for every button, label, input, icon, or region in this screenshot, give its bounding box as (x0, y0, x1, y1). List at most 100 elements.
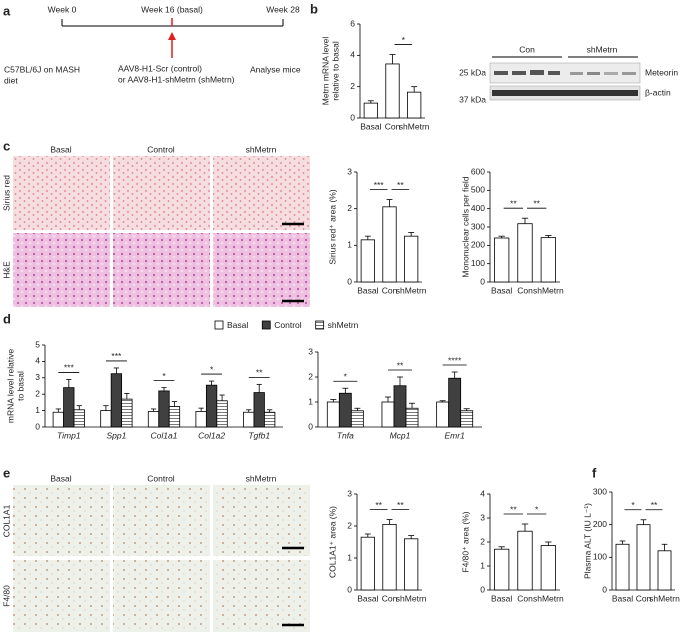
y-tick-label: 200 (471, 240, 485, 250)
y-tick-label: 500 (471, 185, 485, 195)
bar (110, 373, 123, 428)
bar (404, 538, 419, 591)
y-tick-label: 2 (35, 388, 40, 398)
bar (158, 390, 170, 428)
significance-label: * (535, 504, 539, 514)
bar (407, 91, 422, 119)
bar (448, 377, 462, 428)
y-tick-label: 100 (471, 258, 485, 268)
x-tick-label: Tgfb1 (248, 430, 270, 440)
y-tick-label: 1 (347, 552, 352, 562)
bar (382, 524, 397, 591)
bar (360, 536, 375, 591)
bar (405, 407, 419, 428)
timeline-label: Week 28 (266, 4, 300, 14)
blot-group: shMetrn (587, 44, 618, 54)
micrograph (213, 156, 310, 230)
micrograph (13, 485, 110, 556)
significance-label: ** (397, 180, 404, 190)
micrograph (213, 560, 310, 632)
bar (326, 401, 340, 428)
significance-label: ** (510, 504, 517, 514)
x-tick-label: Basal (360, 121, 381, 131)
bar (243, 411, 255, 428)
y-tick-label: 4 (480, 488, 485, 498)
micrograph (13, 156, 110, 230)
significance-label: *** (374, 180, 385, 190)
y-tick-label: 2 (480, 536, 485, 546)
row-label: Sirius red (1, 175, 11, 211)
x-tick-label: Con (382, 285, 398, 295)
x-tick-label: Col1a1 (151, 430, 178, 440)
panel-letter: f (592, 465, 597, 480)
y-tick-label: 1 (35, 405, 40, 415)
y-tick-label: 2 (347, 520, 352, 530)
y-axis-label: to basal (15, 371, 25, 401)
images-e: Basal Control shMetrn COL1A1 F4/80 (1, 473, 310, 632)
x-tick-label: Con (385, 121, 401, 131)
x-tick-label: Emr1 (445, 430, 466, 440)
bar (73, 409, 85, 428)
x-tick-label: shMetrn (533, 285, 564, 295)
y-tick-label: 0 (347, 276, 352, 286)
significance-label: *** (64, 363, 75, 373)
diet-label: diet (4, 75, 18, 85)
micrograph (213, 485, 310, 556)
y-tick-label: 3 (347, 166, 352, 176)
y-tick-label: 200 (593, 519, 607, 529)
micrograph (13, 560, 110, 632)
y-tick-label: 2 (347, 203, 352, 213)
x-tick-label: shMetrn (533, 593, 564, 603)
column-label: shMetrn (246, 144, 277, 154)
column-label: Control (147, 473, 175, 483)
y-tick-label: 5 (35, 339, 40, 349)
bar (385, 63, 400, 119)
y-tick-label: 0 (602, 584, 607, 594)
column-label: Basal (50, 144, 71, 154)
bar (363, 102, 378, 119)
micrograph (113, 485, 210, 556)
bar (460, 410, 474, 428)
x-tick-label: Basal (357, 593, 378, 603)
micrograph (113, 233, 210, 307)
bar (436, 401, 450, 428)
images-c: Basal Control shMetrn Sirius red H&E (1, 144, 310, 307)
y-tick-label: 100 (593, 552, 607, 562)
x-tick-label: Col1a2 (198, 430, 225, 440)
y-tick-label: 1 (347, 240, 352, 250)
timeline-label: Week 0 (48, 4, 77, 14)
bar (52, 411, 64, 428)
x-tick-label: Con (517, 285, 533, 295)
y-axis-label: Metrn mRNA level (320, 37, 330, 106)
bar (517, 530, 533, 591)
y-tick-label: 300 (593, 486, 607, 496)
legend-label: shMetrn (328, 320, 359, 330)
y-axis-label: COL1A1⁺ area (%) (327, 506, 337, 578)
legend-label: Control (274, 320, 302, 330)
bands (494, 70, 636, 75)
bar (494, 237, 510, 283)
marker-label: 37 kDa (459, 94, 486, 104)
western-blot: Con shMetrn 25 kDa 37 kDa Meteorin β-act… (459, 44, 678, 104)
x-tick-label: shMetrn (399, 121, 430, 131)
x-tick-label: Basal (357, 285, 378, 295)
panel-letter: d (3, 311, 11, 326)
protein-label: Meteorin (645, 67, 678, 77)
y-tick-label: 2 (308, 371, 313, 381)
significance-label: ** (397, 360, 404, 370)
micrograph (113, 156, 210, 230)
micrograph (213, 233, 310, 307)
x-tick-label: shMetrn (649, 593, 680, 603)
bar (338, 392, 352, 428)
marker-label: 25 kDa (459, 67, 486, 77)
x-tick-label: Basal (491, 593, 512, 603)
arrow-head (168, 32, 176, 40)
y-tick-label: 3 (480, 512, 485, 522)
micrograph (13, 233, 110, 307)
bar (121, 398, 133, 428)
bar (147, 411, 160, 428)
y-tick-label: 6 (350, 18, 355, 28)
y-axis-label: Mononuclear cells per field (460, 176, 470, 277)
y-tick-label: 3 (347, 488, 352, 498)
